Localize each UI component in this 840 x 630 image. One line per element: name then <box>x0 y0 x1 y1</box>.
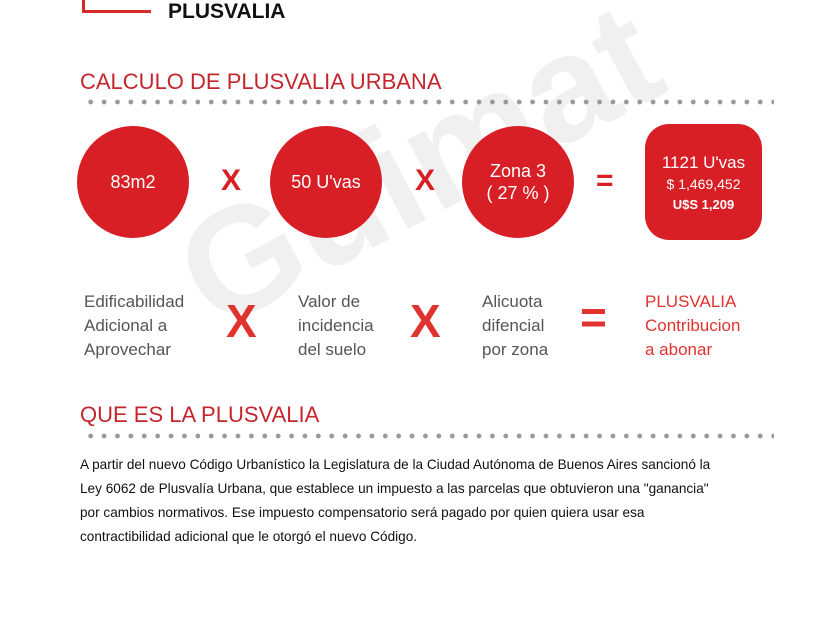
times-sign: X <box>226 295 257 347</box>
times-sign: X <box>410 295 441 347</box>
calc-heading: CALCULO DE PLUSVALIA URBANA <box>80 69 442 94</box>
zone-circle: Zona 3( 27 % ) <box>462 126 574 238</box>
label-edificabilidad: Edificabilidad Adicional a Aprovechar <box>84 292 185 359</box>
times-sign: X <box>221 164 242 197</box>
equals-sign: = <box>596 164 614 197</box>
label-valor-incidencia: Valor de incidencia del suelo <box>298 292 374 359</box>
result-pesos: $ 1,469,452 <box>666 175 741 192</box>
area-value: 83m2 <box>110 172 156 192</box>
dotted-divider <box>84 99 774 105</box>
equals-sign: = <box>580 291 607 343</box>
zone-label: Zona 3 <box>489 161 547 181</box>
times-sign: X <box>415 164 436 197</box>
dotted-divider <box>84 433 774 439</box>
result-box: 1121 U'vas $ 1,469,452 U$S 1,209 <box>645 124 762 240</box>
label-plusvalia: PLUSVALIA Contribucion a abonar <box>645 292 741 359</box>
description-paragraph: A partir del nuevo Código Urbanístico la… <box>80 457 711 544</box>
page-title: PLUSVALIA <box>168 0 286 23</box>
corner-decoration <box>82 0 151 13</box>
area-circle: 83m2 <box>77 126 189 238</box>
que-heading: QUE ES LA PLUSVALIA <box>80 402 320 427</box>
result-usd: U$S 1,209 <box>672 196 735 212</box>
uvas-circle: 50 U'vas <box>270 126 382 238</box>
uvas-value: 50 U'vas <box>291 172 361 192</box>
label-alicuota: Alicuota difencial por zona <box>482 292 549 359</box>
zone-percent: ( 27 % ) <box>486 183 550 203</box>
result-uvas: 1121 U'vas <box>661 152 746 172</box>
